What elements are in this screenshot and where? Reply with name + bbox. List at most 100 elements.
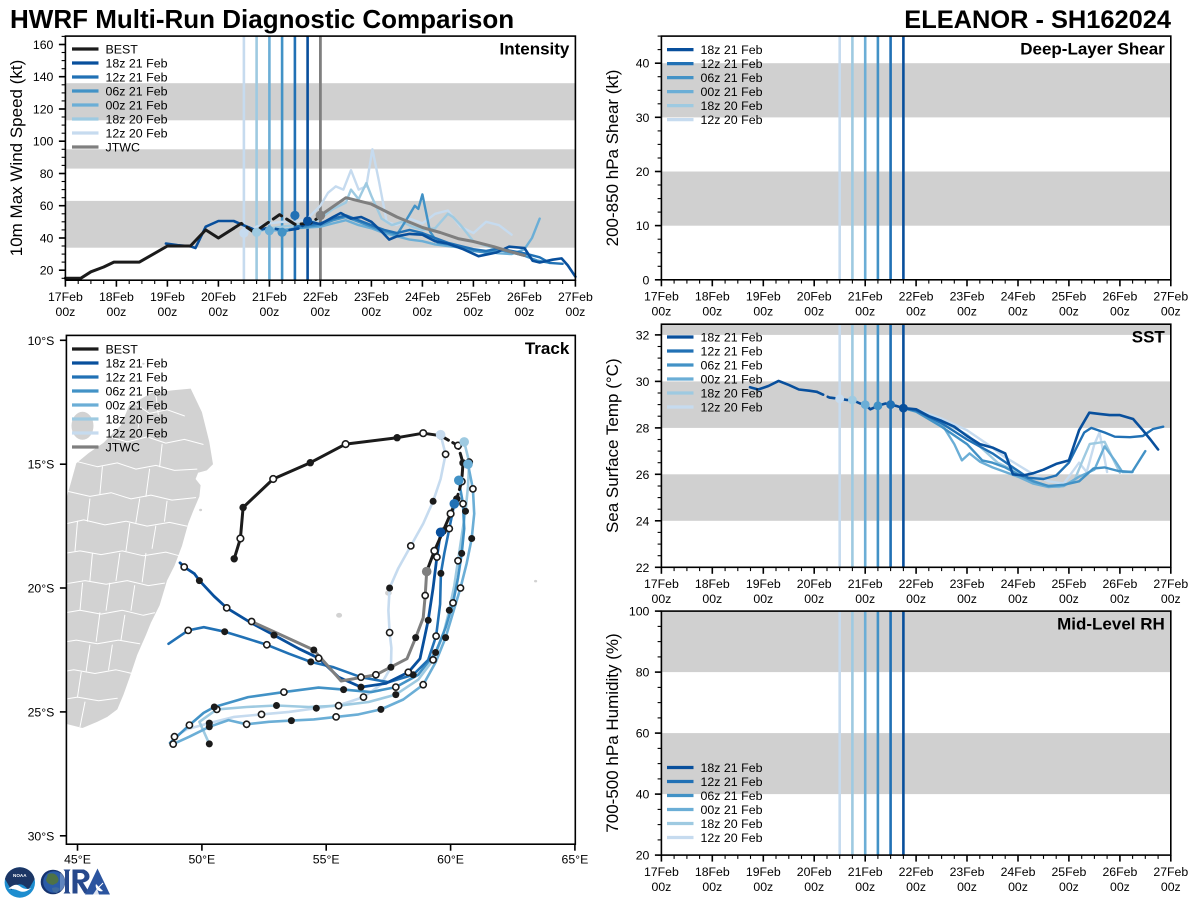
svg-text:SST: SST: [1132, 328, 1166, 347]
svg-text:00z: 00z: [514, 305, 534, 319]
svg-text:06z 21 Feb: 06z 21 Feb: [701, 358, 763, 372]
svg-text:12z 20 Feb: 12z 20 Feb: [106, 126, 168, 140]
svg-text:00z: 00z: [1059, 592, 1079, 606]
svg-text:10m Max Wind Speed (kt): 10m Max Wind Speed (kt): [7, 60, 26, 257]
svg-text:00z: 00z: [651, 592, 671, 606]
svg-text:17Feb: 17Feb: [644, 577, 679, 591]
svg-text:00z: 00z: [855, 880, 875, 894]
svg-text:00z: 00z: [55, 305, 75, 319]
svg-text:20: 20: [636, 849, 650, 863]
svg-text:200-850 hPa Shear (kt): 200-850 hPa Shear (kt): [603, 70, 622, 247]
svg-text:JTWC: JTWC: [106, 140, 140, 154]
svg-text:12z 21 Feb: 12z 21 Feb: [106, 70, 168, 84]
svg-text:00z: 00z: [412, 305, 432, 319]
svg-text:26Feb: 26Feb: [1102, 865, 1137, 879]
svg-text:Intensity: Intensity: [499, 40, 569, 59]
svg-text:40: 40: [636, 788, 650, 802]
svg-text:12z 20 Feb: 12z 20 Feb: [106, 426, 168, 440]
svg-text:23Feb: 23Feb: [950, 865, 985, 879]
svg-text:18Feb: 18Feb: [695, 290, 730, 304]
svg-text:22Feb: 22Feb: [303, 290, 338, 304]
svg-text:18Feb: 18Feb: [695, 577, 730, 591]
svg-text:22Feb: 22Feb: [899, 290, 934, 304]
svg-text:00z 21 Feb: 00z 21 Feb: [106, 98, 168, 112]
svg-text:00z: 00z: [651, 880, 671, 894]
svg-text:00z: 00z: [855, 305, 875, 319]
svg-text:00z: 00z: [651, 305, 671, 319]
svg-text:00z 21 Feb: 00z 21 Feb: [106, 398, 168, 412]
svg-text:00z: 00z: [702, 305, 722, 319]
svg-text:00z: 00z: [1008, 592, 1028, 606]
svg-text:24Feb: 24Feb: [1001, 290, 1036, 304]
svg-text:65°E: 65°E: [561, 853, 588, 867]
svg-text:18Feb: 18Feb: [99, 290, 134, 304]
svg-text:00z: 00z: [957, 880, 977, 894]
svg-text:00z: 00z: [1110, 592, 1130, 606]
svg-text:100: 100: [33, 135, 54, 149]
svg-text:18z 20 Feb: 18z 20 Feb: [701, 99, 763, 113]
svg-text:Sea Surface Temp (°C): Sea Surface Temp (°C): [603, 358, 622, 533]
svg-text:19Feb: 19Feb: [746, 865, 781, 879]
svg-text:06z 21 Feb: 06z 21 Feb: [701, 71, 763, 85]
svg-text:12z 21 Feb: 12z 21 Feb: [106, 370, 168, 384]
svg-text:28: 28: [636, 421, 650, 435]
svg-text:00z: 00z: [208, 305, 228, 319]
svg-text:18Feb: 18Feb: [695, 865, 730, 879]
svg-text:00z: 00z: [753, 305, 773, 319]
svg-text:18z 21 Feb: 18z 21 Feb: [701, 761, 763, 775]
svg-text:60: 60: [40, 199, 54, 213]
svg-text:140: 140: [33, 70, 54, 84]
svg-text:19Feb: 19Feb: [150, 290, 185, 304]
svg-text:27Feb: 27Feb: [1153, 865, 1188, 879]
svg-text:00z: 00z: [310, 305, 330, 319]
svg-text:30°S: 30°S: [28, 829, 55, 843]
svg-text:00z: 00z: [702, 592, 722, 606]
svg-text:17Feb: 17Feb: [644, 865, 679, 879]
svg-text:60°E: 60°E: [437, 853, 464, 867]
svg-text:40: 40: [636, 57, 650, 71]
svg-text:00z: 00z: [906, 305, 926, 319]
svg-text:12z 20 Feb: 12z 20 Feb: [701, 400, 763, 414]
svg-text:20Feb: 20Feb: [797, 577, 832, 591]
svg-text:19Feb: 19Feb: [746, 290, 781, 304]
svg-text:24Feb: 24Feb: [405, 290, 440, 304]
svg-text:20Feb: 20Feb: [797, 865, 832, 879]
svg-text:NOAA: NOAA: [13, 873, 27, 878]
svg-text:26Feb: 26Feb: [1102, 290, 1137, 304]
svg-text:00z: 00z: [804, 592, 824, 606]
svg-text:Deep-Layer Shear: Deep-Layer Shear: [1020, 40, 1165, 59]
svg-text:700-500 hPa Humidity (%): 700-500 hPa Humidity (%): [603, 633, 622, 832]
svg-text:23Feb: 23Feb: [354, 290, 389, 304]
svg-text:00z: 00z: [1161, 880, 1181, 894]
svg-text:27Feb: 27Feb: [1153, 577, 1188, 591]
svg-text:00z: 00z: [804, 305, 824, 319]
svg-text:00z: 00z: [753, 592, 773, 606]
svg-text:20: 20: [636, 165, 650, 179]
svg-text:00z: 00z: [1161, 305, 1181, 319]
svg-text:12z 20 Feb: 12z 20 Feb: [701, 831, 763, 845]
svg-text:ELEANOR - SH162024: ELEANOR - SH162024: [904, 6, 1171, 34]
svg-text:40: 40: [40, 232, 54, 246]
svg-text:17Feb: 17Feb: [644, 290, 679, 304]
svg-text:00z: 00z: [259, 305, 279, 319]
svg-text:00z 21 Feb: 00z 21 Feb: [701, 803, 763, 817]
svg-text:06z 21 Feb: 06z 21 Feb: [106, 384, 168, 398]
svg-text:20Feb: 20Feb: [201, 290, 236, 304]
svg-text:BEST: BEST: [106, 342, 139, 356]
svg-text:00z: 00z: [804, 880, 824, 894]
svg-text:00z: 00z: [1110, 305, 1130, 319]
svg-text:BEST: BEST: [106, 42, 139, 56]
svg-text:00z: 00z: [1008, 305, 1028, 319]
svg-text:00z: 00z: [463, 305, 483, 319]
svg-text:17Feb: 17Feb: [48, 290, 83, 304]
svg-text:18z 21 Feb: 18z 21 Feb: [701, 43, 763, 57]
svg-text:22: 22: [636, 561, 650, 575]
svg-text:06z 21 Feb: 06z 21 Feb: [701, 789, 763, 803]
svg-text:21Feb: 21Feb: [848, 577, 883, 591]
svg-text:120: 120: [33, 103, 54, 117]
svg-text:21Feb: 21Feb: [848, 290, 883, 304]
svg-text:26Feb: 26Feb: [507, 290, 542, 304]
svg-text:19Feb: 19Feb: [746, 577, 781, 591]
svg-text:12z 21 Feb: 12z 21 Feb: [701, 57, 763, 71]
svg-text:Mid-Level RH: Mid-Level RH: [1057, 615, 1165, 634]
